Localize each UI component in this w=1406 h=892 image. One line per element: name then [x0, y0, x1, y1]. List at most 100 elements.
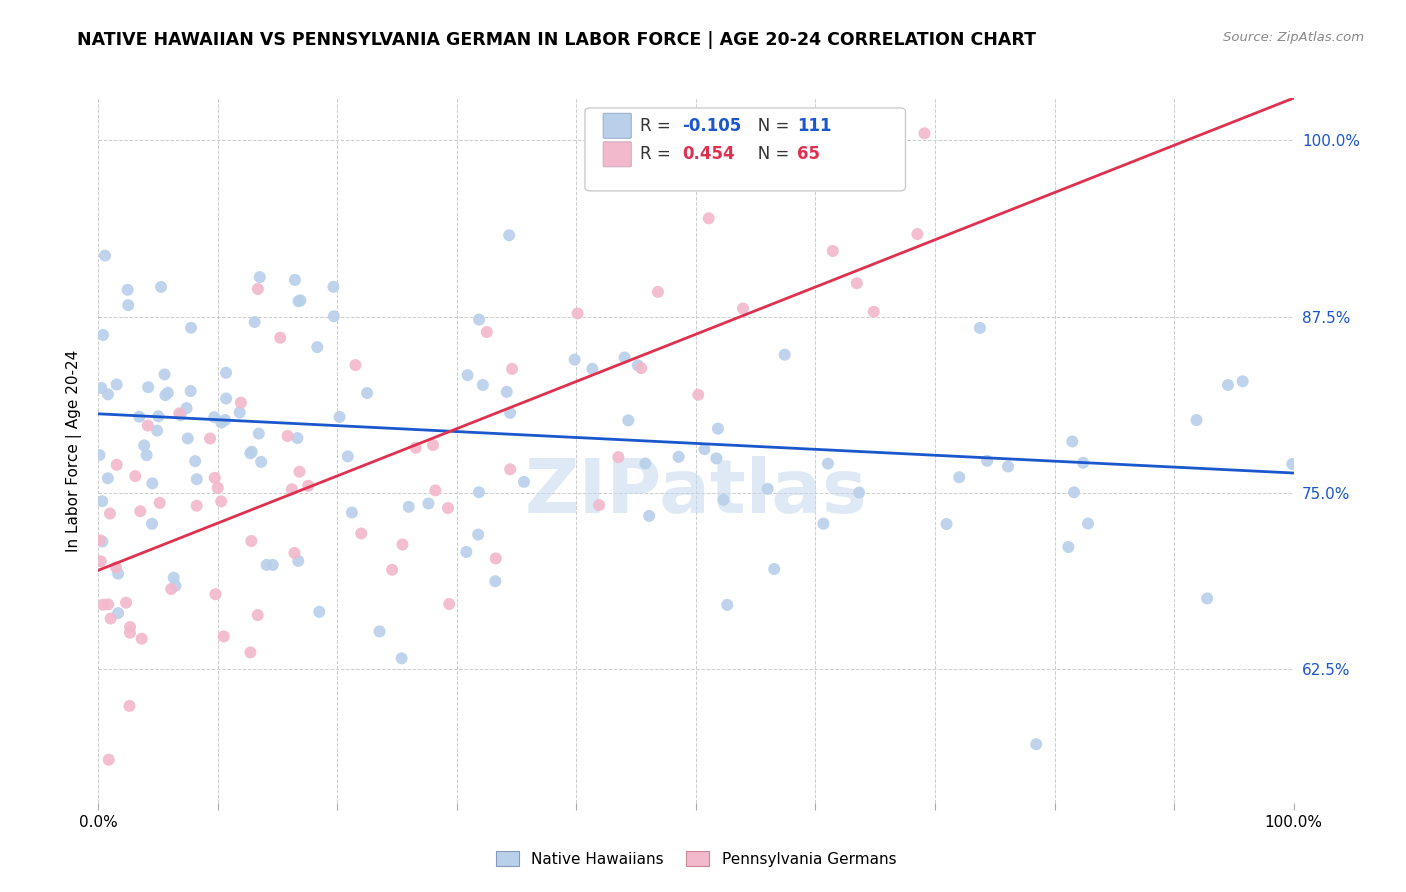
Text: 111: 111	[797, 117, 832, 135]
Point	[136, 380, 159, 394]
Legend: Native Hawaiians, Pennsylvania Germans: Native Hawaiians, Pennsylvania Germans	[489, 845, 903, 872]
Point	[204, 587, 226, 601]
Point	[117, 283, 139, 297]
Point	[118, 625, 141, 640]
Point	[250, 455, 273, 469]
Point	[756, 482, 779, 496]
Point	[100, 611, 122, 625]
Point	[117, 298, 139, 312]
Point	[283, 546, 305, 560]
Point	[398, 500, 420, 514]
Point	[668, 450, 690, 464]
Point	[209, 494, 232, 508]
Point	[1232, 374, 1254, 388]
Point	[329, 409, 352, 424]
Point	[169, 406, 191, 420]
Text: NATIVE HAWAIIAN VS PENNSYLVANIA GERMAN IN LABOR FORCE | AGE 20-24 CORRELATION CH: NATIVE HAWAIIAN VS PENNSYLVANIA GERMAN I…	[77, 31, 1036, 49]
Point	[501, 361, 523, 376]
Point	[91, 598, 114, 612]
Point	[239, 446, 262, 460]
Point	[141, 516, 163, 531]
Point	[214, 413, 236, 427]
Point	[97, 471, 120, 485]
Point	[129, 504, 152, 518]
Point	[177, 432, 200, 446]
Point	[607, 450, 630, 464]
Point	[422, 438, 444, 452]
Point	[1197, 591, 1219, 606]
Point	[184, 454, 207, 468]
Text: 65: 65	[797, 145, 820, 163]
Point	[405, 441, 427, 455]
Point	[247, 426, 270, 441]
Point	[228, 405, 250, 419]
Point	[287, 554, 309, 568]
Point	[322, 280, 344, 294]
Point	[697, 211, 720, 226]
Point	[1062, 434, 1084, 449]
Point	[207, 481, 229, 495]
Point	[336, 450, 359, 464]
Point	[148, 409, 170, 424]
Point	[350, 526, 373, 541]
Point	[141, 476, 163, 491]
Point	[239, 645, 262, 659]
Point	[817, 457, 839, 471]
Point	[281, 482, 304, 496]
Text: ZIPatlas: ZIPatlas	[524, 456, 868, 529]
Point	[94, 249, 117, 263]
Point	[131, 632, 153, 646]
Point	[731, 301, 754, 316]
Point	[813, 516, 835, 531]
Point	[149, 496, 172, 510]
Text: R =: R =	[640, 145, 676, 163]
Point	[105, 377, 128, 392]
Point	[1281, 457, 1303, 471]
Point	[97, 387, 120, 401]
Point	[212, 629, 235, 643]
Point	[437, 501, 460, 516]
Point	[90, 554, 112, 568]
Text: R =: R =	[640, 117, 676, 135]
Point	[468, 485, 491, 500]
Point	[186, 472, 208, 486]
Point	[269, 331, 291, 345]
Point	[307, 340, 329, 354]
Point	[688, 388, 710, 402]
Point	[1025, 737, 1047, 751]
Point	[215, 366, 238, 380]
Point	[153, 368, 176, 382]
Point	[356, 386, 378, 401]
Point	[322, 310, 344, 324]
Point	[848, 485, 870, 500]
Point	[249, 270, 271, 285]
Point	[180, 320, 202, 334]
Point	[180, 384, 202, 398]
Point	[97, 598, 120, 612]
Point	[866, 176, 889, 190]
Point	[198, 432, 221, 446]
Point	[647, 285, 669, 299]
Point	[284, 273, 307, 287]
Point	[613, 351, 636, 365]
Point	[914, 127, 936, 141]
Point	[91, 494, 114, 508]
Point	[627, 359, 650, 373]
Point	[202, 410, 225, 425]
Point	[256, 558, 278, 572]
Point	[381, 563, 404, 577]
Point	[91, 534, 114, 549]
Point	[484, 574, 506, 589]
Point	[146, 424, 169, 438]
Point	[969, 321, 991, 335]
Point	[290, 293, 312, 308]
Point	[288, 465, 311, 479]
Point	[155, 388, 177, 402]
Point	[229, 395, 252, 409]
Point	[209, 416, 232, 430]
Point	[707, 422, 730, 436]
Point	[135, 448, 157, 462]
Point	[391, 537, 413, 551]
Point	[204, 471, 226, 485]
Point	[437, 597, 460, 611]
